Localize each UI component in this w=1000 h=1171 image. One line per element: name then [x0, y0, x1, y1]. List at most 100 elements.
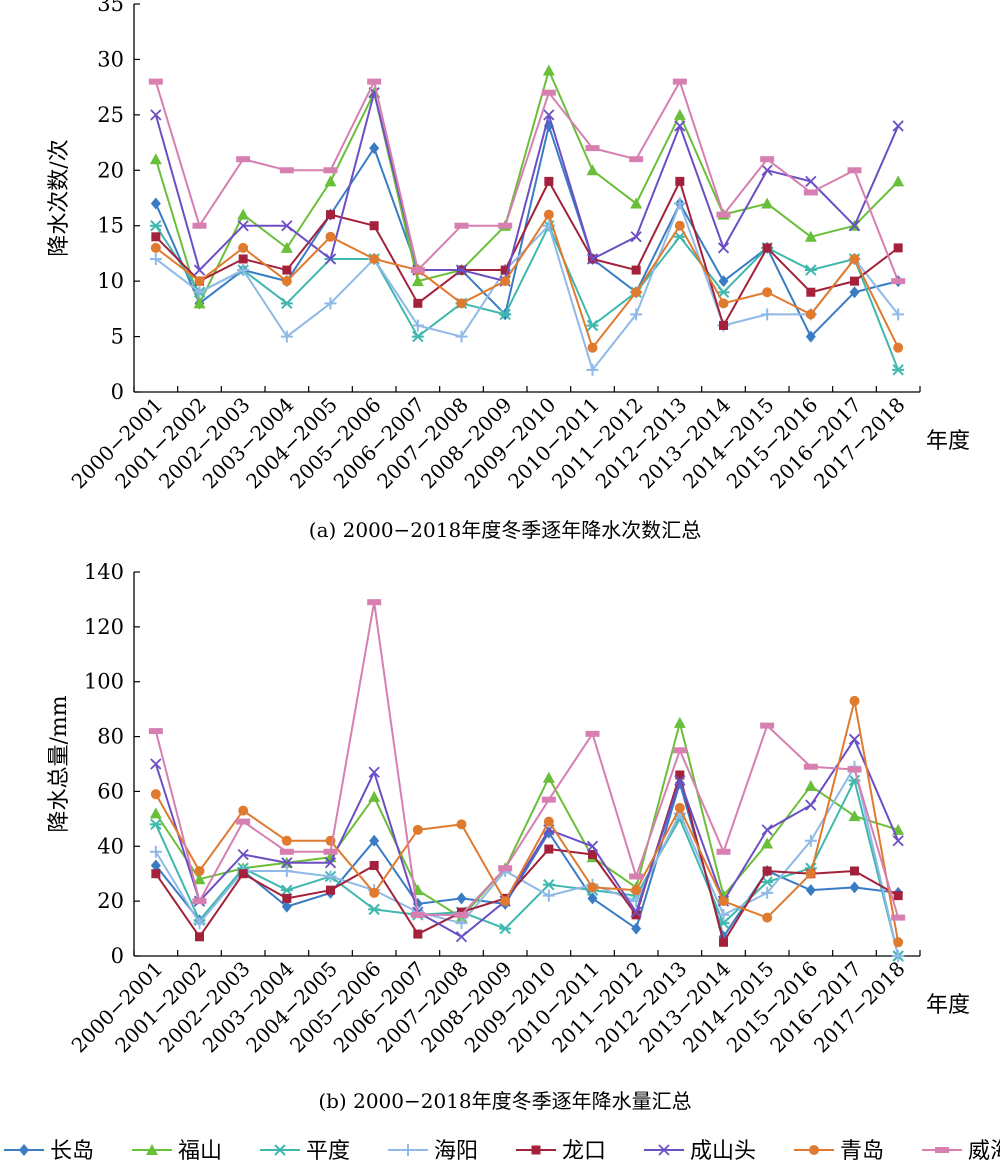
data-point	[631, 922, 642, 935]
data-point	[455, 264, 468, 276]
data-point	[672, 747, 687, 754]
data-point	[150, 242, 161, 253]
data-point	[630, 197, 643, 209]
data-point	[454, 911, 469, 918]
data-point	[238, 254, 248, 264]
data-point	[455, 917, 468, 930]
y-tick-label: 30	[97, 47, 124, 71]
data-point	[324, 870, 337, 883]
data-point	[149, 220, 162, 232]
data-point	[585, 730, 600, 737]
data-point	[849, 253, 860, 264]
data-point	[238, 242, 249, 253]
data-point	[413, 298, 423, 308]
legend-swatch-marker	[658, 1144, 670, 1156]
data-point	[498, 865, 513, 872]
series-line	[155, 213, 900, 349]
series-line	[154, 80, 900, 282]
data-point	[282, 265, 292, 275]
data-point	[499, 922, 512, 935]
data-point	[847, 167, 862, 174]
data-point	[369, 860, 379, 870]
data-point	[672, 78, 687, 85]
data-point	[194, 276, 205, 287]
legend-label: 海阳	[434, 1139, 478, 1164]
data-point	[281, 220, 293, 232]
y-tick-label: 5	[111, 325, 124, 349]
data-point	[673, 716, 686, 728]
data-point	[411, 275, 424, 287]
data-point	[412, 824, 423, 835]
data-point	[761, 886, 774, 899]
data-point	[280, 241, 293, 253]
data-point	[849, 695, 860, 706]
series-line	[155, 180, 899, 327]
data-point	[631, 265, 641, 275]
legend-item: 平度	[260, 1139, 350, 1164]
data-point	[718, 298, 729, 309]
data-point	[149, 252, 162, 265]
data-point	[804, 264, 817, 276]
data-point	[717, 908, 730, 921]
data-point	[719, 320, 728, 330]
y-tick-label: 80	[97, 725, 124, 749]
data-point	[455, 931, 468, 943]
data-point	[718, 896, 729, 907]
data-point	[150, 197, 161, 210]
data-point	[541, 796, 556, 803]
data-point	[674, 120, 686, 132]
legend: 长岛 福山 平度 海阳 龙口 成山头 青岛 威海	[4, 1139, 1000, 1164]
panel-a-chart: 051015202530352000−20012001−20022002−200…	[47, 0, 970, 493]
y-tick-label: 10	[97, 269, 124, 293]
y-tick-label: 35	[97, 0, 124, 16]
data-point	[805, 799, 817, 811]
data-point	[761, 876, 774, 888]
data-point	[891, 914, 906, 921]
data-point	[542, 64, 555, 76]
legend-label: 成山头	[690, 1139, 756, 1164]
data-point	[281, 276, 292, 287]
panel-b-caption: (b) 2000−2018年度冬季逐年降水量汇总	[318, 1089, 691, 1113]
data-point	[455, 330, 468, 343]
data-point	[586, 253, 599, 265]
series-line	[154, 738, 900, 938]
x-axis-title: 年度	[926, 993, 970, 1018]
data-point	[806, 287, 816, 297]
data-point	[805, 868, 816, 879]
data-point	[279, 848, 294, 855]
data-point	[149, 807, 162, 819]
data-point	[498, 222, 513, 229]
data-point	[848, 220, 861, 232]
data-point	[148, 728, 163, 735]
data-point	[805, 330, 816, 343]
data-point	[411, 319, 424, 332]
x-axis-title: 年度	[926, 429, 970, 454]
data-point	[893, 243, 903, 253]
legend-label: 福山	[178, 1139, 222, 1164]
data-point	[326, 210, 335, 220]
data-point	[630, 231, 642, 243]
data-point	[367, 78, 382, 85]
data-point	[716, 848, 731, 855]
data-point	[369, 142, 380, 155]
series-s5-group	[150, 733, 904, 943]
series-s7-group	[148, 78, 906, 285]
data-point	[542, 889, 555, 902]
data-point	[892, 950, 905, 962]
data-point	[892, 175, 905, 187]
data-point	[413, 929, 423, 939]
y-tick-label: 0	[111, 380, 124, 404]
data-point	[149, 845, 162, 858]
data-point	[150, 109, 162, 121]
data-point	[893, 342, 904, 353]
data-point	[192, 898, 207, 905]
data-point	[543, 109, 555, 121]
legend-swatch-marker	[935, 1147, 949, 1153]
series-s6-group	[150, 209, 904, 353]
series-line	[154, 601, 900, 918]
data-point	[324, 857, 337, 869]
legend-label: 平度	[306, 1139, 350, 1164]
data-point	[544, 176, 554, 186]
